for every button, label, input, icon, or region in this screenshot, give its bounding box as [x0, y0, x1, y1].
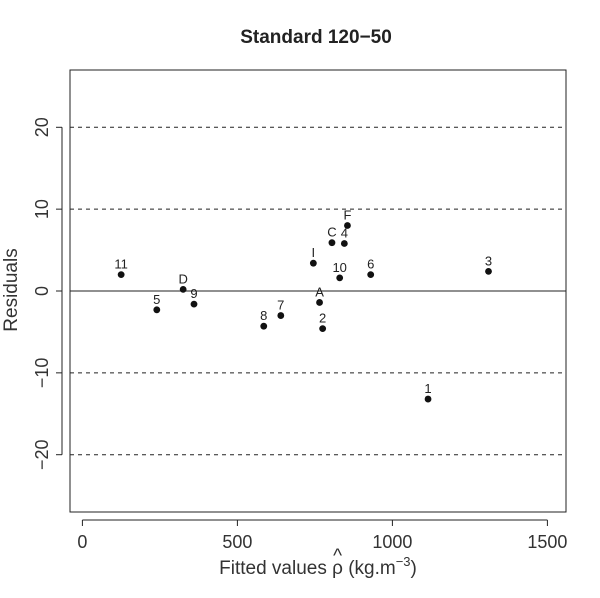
data-point	[179, 285, 187, 293]
plot-frame	[69, 69, 567, 513]
point-label: 4	[341, 226, 348, 241]
point-label: 10	[332, 260, 346, 275]
chart-title: Standard 120−50	[240, 27, 392, 48]
y-tick-label: 0	[32, 286, 52, 296]
x-axis-label-hat: ^	[333, 546, 342, 567]
y-tick-label: 20	[32, 117, 52, 137]
x-axis-label-prefix: Fitted values	[219, 558, 332, 579]
x-axis-label: Fitted values ρ (kg.m−3) ^	[219, 546, 417, 579]
point-label: 6	[367, 257, 374, 272]
axes: 0 500 1000 1500 −20 −10 0 10 20	[32, 117, 567, 552]
data-point	[328, 239, 336, 247]
data-point	[309, 259, 317, 267]
y-axis-label: Residuals	[1, 248, 22, 331]
reference-lines	[70, 126, 566, 456]
point-label: C	[327, 225, 336, 240]
x-axis-label-text: Fitted values ρ (kg.m−3)	[219, 554, 417, 579]
y-tick-label: 10	[32, 199, 52, 219]
data-point	[336, 274, 344, 282]
data-point	[153, 306, 161, 314]
point-label: 8	[260, 308, 267, 323]
x-axis-label-unit-exponent: −3	[396, 554, 411, 569]
point-label: 3	[485, 253, 492, 268]
data-point	[190, 300, 198, 308]
point-label: 2	[319, 311, 326, 326]
point-label: 7	[277, 298, 284, 313]
x-tick-label: 1500	[527, 532, 567, 552]
x-axis-label-symbol: ρ	[332, 558, 343, 579]
point-label: 1	[424, 381, 431, 396]
x-tick-label: 1000	[372, 532, 412, 552]
data-point	[277, 312, 285, 319]
data-point	[344, 222, 351, 229]
x-tick-label: 0	[77, 532, 87, 552]
data-point	[485, 267, 492, 275]
y-tick-label: −10	[32, 358, 52, 389]
data-point	[316, 299, 323, 306]
data-point	[319, 325, 327, 333]
x-axis-label-unit-close: )	[411, 558, 417, 579]
x-tick-label: 500	[222, 532, 252, 552]
point-label: D	[178, 271, 187, 286]
point-label: 11	[114, 257, 128, 272]
data-points: 11 5 D9 87 I A 2 C 10 4 F 6 1 3	[114, 208, 492, 403]
data-point	[424, 395, 432, 403]
point-label: I	[312, 245, 316, 260]
point-label: 5	[153, 292, 160, 307]
y-tick-label: −20	[32, 439, 52, 470]
data-point	[367, 271, 375, 279]
data-point	[117, 271, 125, 279]
data-point	[340, 240, 348, 247]
data-point	[260, 322, 268, 330]
x-axis-label-unit-open: (kg.m	[343, 558, 396, 579]
point-label: A	[315, 284, 324, 299]
point-label: 9	[190, 286, 197, 301]
point-label: F	[343, 208, 351, 223]
